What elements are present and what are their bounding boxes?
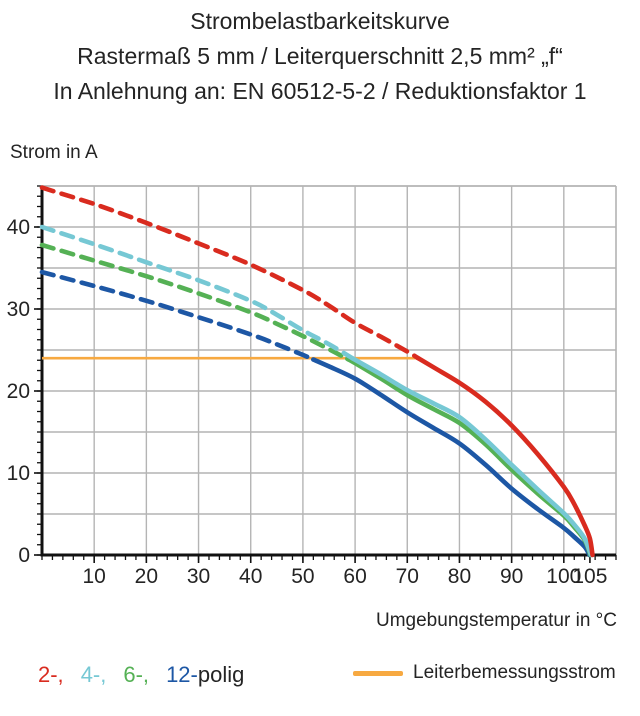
x-tick-label: 60 [343, 565, 366, 588]
x-tick-label: 40 [239, 565, 262, 588]
y-tick-label: 40 [7, 216, 30, 239]
rated-current-label: Leiterbemessungsstrom [413, 662, 616, 683]
curve-4-polig-solid [349, 355, 594, 558]
x-tick-label: 90 [500, 565, 523, 588]
y-tick-label: 20 [7, 380, 30, 403]
legend-item-4-pole: 4-, [80, 662, 107, 687]
y-tick-label: 10 [7, 462, 30, 485]
curve-4-polig-dashed [39, 224, 355, 361]
curve-12-polig-dashed [39, 269, 316, 362]
rated-current-line-swatch [353, 670, 403, 676]
pole-count-legend: 2-, 4-, 6-, 12- polig [38, 662, 244, 688]
x-tick-label: 10 [83, 565, 106, 588]
x-tick-label: 20 [135, 565, 158, 588]
legend-item-2-pole: 2-, [38, 662, 64, 687]
legend-item-6-pole: 6-, [123, 662, 150, 687]
x-tick-label: 50 [291, 565, 314, 588]
chart-title-line-1: Strombelastbarkeitskurve [190, 8, 450, 34]
curve-12-polig-solid [311, 357, 592, 558]
chart-title-line-2: Rastermaß 5 mm / Leiterquerschnitt 2,5 m… [77, 43, 563, 69]
curve-2-polig-dashed [39, 185, 420, 361]
curve-6-polig-dashed [39, 242, 350, 362]
legend-polig-suffix: polig [197, 662, 245, 687]
x-tick-label: 70 [396, 565, 419, 588]
x-tick-label: 80 [448, 565, 471, 588]
y-axis-title: Strom in A [10, 142, 98, 163]
y-tick-label: 0 [18, 544, 30, 567]
rated-current-legend: Leiterbemessungsstrom [353, 662, 616, 684]
x-tick-label: 30 [187, 565, 210, 588]
x-axis-title: Umgebungstemperatur in °C [376, 610, 617, 631]
chart-title-block: Strombelastbarkeitskurve Rastermaß 5 mm … [0, 4, 640, 109]
curve-2-polig-solid [415, 355, 595, 558]
x-tick-label: 100 [546, 565, 581, 588]
chart-title-line-3: In Anlehnung an: EN 60512-5-2 / Reduktio… [53, 78, 587, 104]
legend-item-12-pole: 12- [166, 662, 198, 687]
y-tick-label: 30 [7, 298, 30, 321]
x-tick-label: 105 [572, 565, 607, 588]
